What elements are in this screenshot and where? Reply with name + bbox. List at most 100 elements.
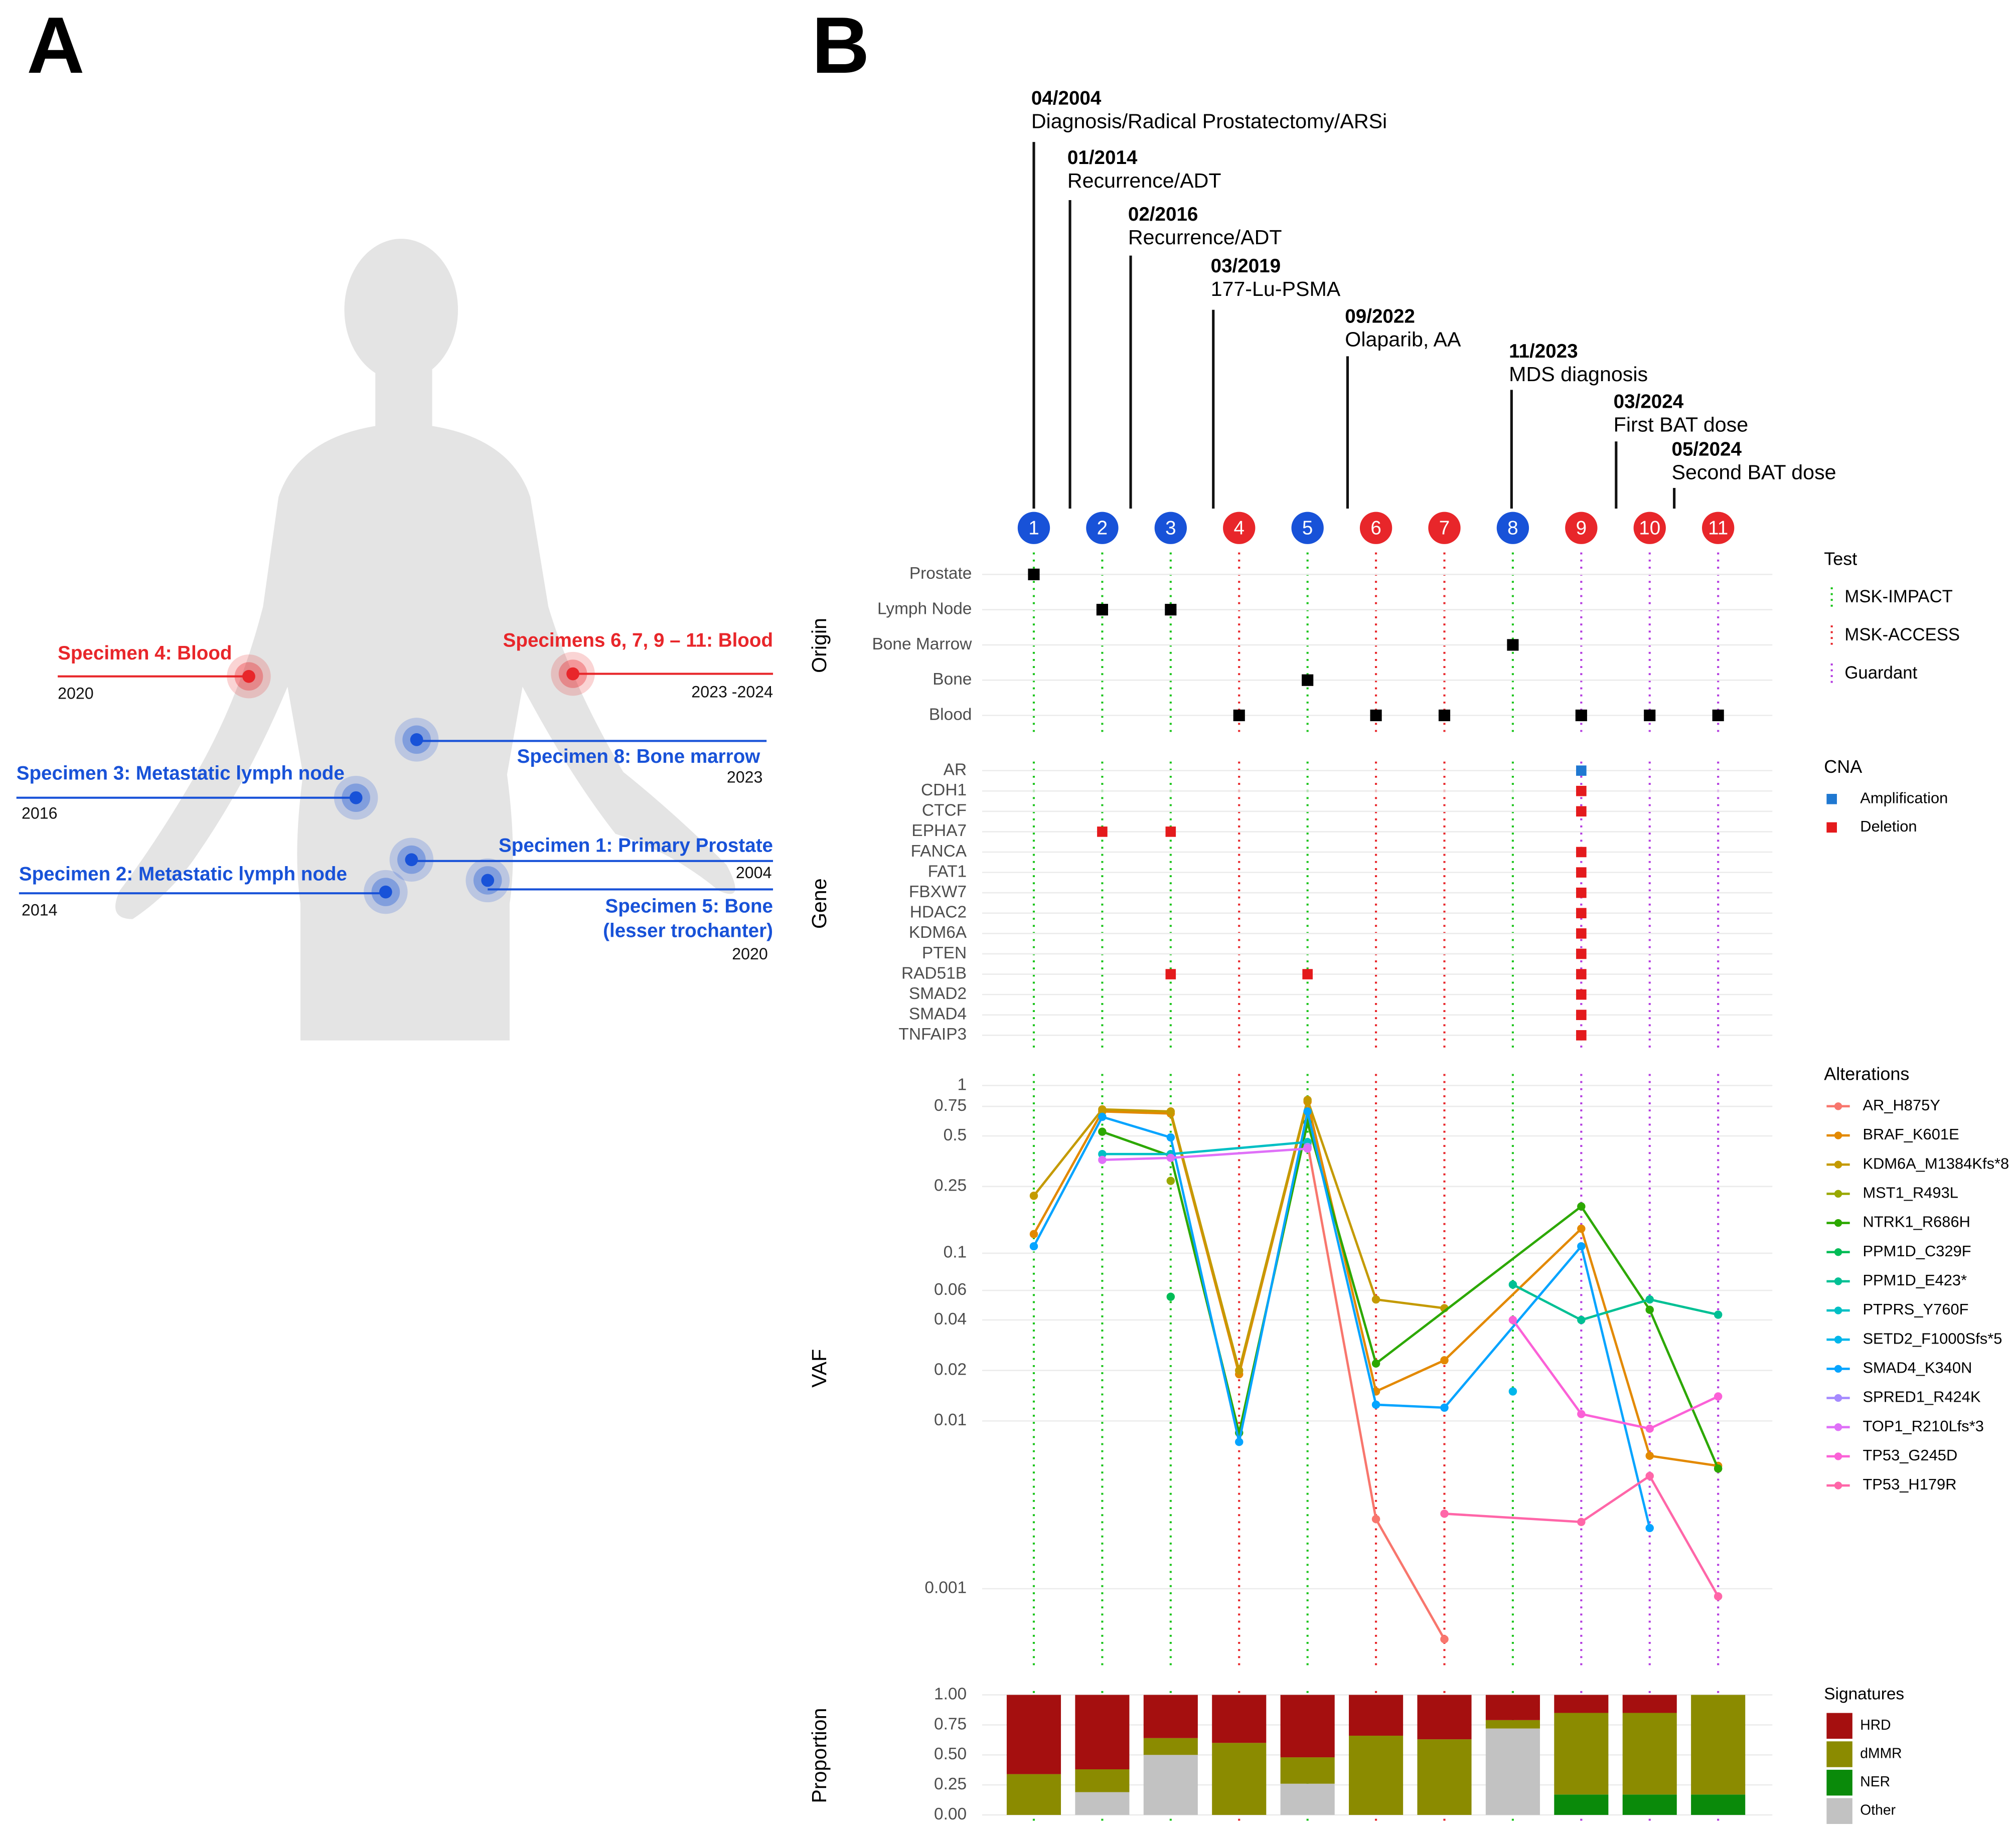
series-point: [1645, 1295, 1654, 1304]
legend-key-dot: [1834, 1190, 1842, 1198]
series-point: [1440, 1510, 1449, 1518]
series-point: [1098, 1149, 1107, 1158]
annotation-year: 2023 -2024: [691, 683, 773, 701]
series-point: [1098, 1127, 1107, 1136]
legend-key: [1826, 793, 1837, 804]
legend-key-dot: [1834, 1131, 1842, 1139]
bar-segment: [1691, 1794, 1746, 1815]
gene-label: SMAD2: [909, 984, 967, 1003]
event-label: 177-Lu-PSMA: [1211, 277, 1341, 300]
annotation-year: 2014: [22, 901, 58, 919]
specimen-number: 9: [1576, 518, 1587, 539]
annotation-label: Specimen 1: Primary Prostate: [499, 835, 773, 857]
event-label: MDS diagnosis: [1509, 363, 1648, 386]
series-point: [1645, 1451, 1654, 1460]
cna-mark: [1165, 826, 1176, 837]
legend-label: SMAD4_K340N: [1863, 1359, 1972, 1377]
bar-segment: [1622, 1713, 1677, 1795]
legend-key-dot: [1834, 1102, 1842, 1110]
series-point: [1714, 1310, 1723, 1319]
annotation-year: 2004: [736, 864, 772, 882]
legend-label: PPM1D_C329F: [1863, 1242, 1971, 1260]
event-date: 02/2016: [1128, 204, 1198, 225]
series-point: [1577, 1518, 1586, 1527]
specimen-number: 1: [1028, 518, 1039, 539]
series-point: [1166, 1153, 1175, 1162]
event-date: 03/2019: [1211, 255, 1281, 277]
gene-label: AR: [944, 760, 967, 779]
series-point: [1371, 1400, 1380, 1409]
bar-segment: [1485, 1720, 1540, 1729]
bar-segment: [1212, 1695, 1267, 1743]
annotation-year: 2020: [732, 945, 768, 963]
row-label: Prostate: [909, 564, 972, 583]
series-point: [1234, 1366, 1244, 1375]
bar-segment: [1075, 1792, 1130, 1815]
bar-segment: [1280, 1695, 1335, 1758]
bar-segment: [1006, 1695, 1061, 1774]
specimen-number: 11: [1708, 518, 1728, 539]
series-point: [1577, 1410, 1586, 1418]
legend-key-dot: [1834, 1277, 1842, 1285]
legend-label: dMMR: [1860, 1745, 1902, 1761]
series-point: [1371, 1359, 1380, 1368]
legend-label: PTPRS_Y760F: [1863, 1300, 1968, 1318]
bar-segment: [1622, 1695, 1677, 1713]
legend-label: AR_H875Y: [1863, 1096, 1940, 1114]
bar-segment: [1349, 1735, 1404, 1815]
series-point: [1508, 1280, 1517, 1289]
site-dot: [242, 670, 255, 683]
series-point: [1029, 1242, 1038, 1251]
cna-mark: [1576, 847, 1587, 858]
bar-segment: [1554, 1695, 1609, 1713]
event-label: First BAT dose: [1614, 413, 1748, 436]
origin-mark: [1507, 639, 1519, 651]
annotation-label: Specimen 4: Blood: [58, 642, 232, 664]
legend-title: CNA: [1824, 756, 1862, 777]
cna-mark: [1576, 785, 1587, 796]
legend-key: [1826, 1798, 1852, 1824]
event-label: Recurrence/ADT: [1067, 169, 1221, 192]
origin-mark: [1028, 568, 1040, 580]
site-dot: [481, 874, 495, 887]
legend-label: Amplification: [1860, 789, 1948, 806]
specimen-badge: [1359, 512, 1392, 544]
series-point: [1440, 1403, 1449, 1412]
cna-mark: [1165, 969, 1176, 979]
annotation-label: Specimen 8: Bone marrow: [517, 746, 761, 767]
legend-label: MST1_R493L: [1863, 1184, 1958, 1202]
legend-key-dot: [1834, 1452, 1842, 1460]
y-tick-label: 0.02: [934, 1361, 967, 1379]
gene-label: FBXW7: [909, 883, 967, 901]
series-point: [1714, 1464, 1723, 1473]
bar-segment: [1212, 1743, 1267, 1815]
series-line: [1512, 1319, 1719, 1430]
event-label: Olaparib, AA: [1345, 327, 1461, 351]
gene-label: EPHA7: [911, 821, 967, 840]
bar-segment: [1143, 1695, 1198, 1738]
specimen-number: 8: [1507, 518, 1518, 539]
legend-key-dot: [1834, 1365, 1842, 1373]
series-point: [1029, 1192, 1038, 1200]
series-line: [1512, 1283, 1719, 1321]
specimen-number: 10: [1639, 518, 1660, 539]
site-dot: [566, 667, 579, 681]
legend-label: TP53_G245D: [1863, 1446, 1957, 1464]
panel-label: B: [812, 1, 869, 90]
site-dot: [410, 733, 423, 746]
gene-label: SMAD4: [909, 1005, 967, 1024]
specimen-badge: [1017, 512, 1050, 544]
y-tick-label: 0.50: [934, 1745, 967, 1763]
row-label: Lymph Node: [877, 600, 972, 618]
series-point: [1234, 1437, 1244, 1446]
legend-key-dot: [1834, 1394, 1842, 1402]
axis-label: Gene: [808, 878, 831, 929]
specimen-badge: [1154, 512, 1187, 544]
legend-key-dot: [1834, 1423, 1842, 1431]
specimen-badge: [1223, 512, 1256, 544]
gene-label: TNFAIP3: [898, 1025, 967, 1044]
series-point: [1098, 1155, 1107, 1164]
y-tick-label: 0.06: [934, 1280, 967, 1299]
site-dot: [379, 885, 392, 899]
